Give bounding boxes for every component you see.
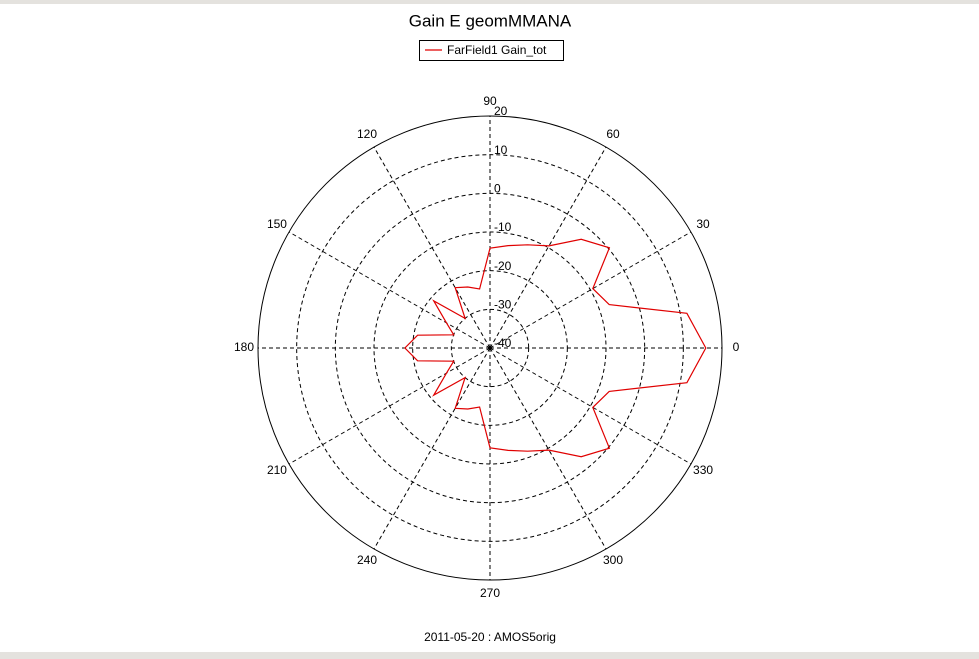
series-line [404,238,707,458]
theta-tick-label: 150 [267,217,287,231]
grid-spoke [288,231,491,349]
theta-tick-label: 90 [483,94,497,108]
grid-spoke [489,347,607,550]
theta-tick-label: 240 [357,553,377,567]
grid-spoke [489,231,692,349]
grid-spoke [288,347,491,465]
r-tick-label: 20 [494,104,508,118]
r-tick-label: -40 [494,336,512,350]
r-tick-label: 10 [494,143,508,157]
grid-spoke [489,146,607,349]
grid-spoke [489,347,692,465]
r-tick-label: -20 [494,259,512,273]
legend-label: FarField1 Gain_tot [447,43,547,57]
legend-box [419,40,564,61]
theta-tick-label: 60 [606,127,620,141]
top-border [0,0,979,4]
theta-tick-label: 270 [480,586,500,600]
theta-tick-label: 30 [696,217,710,231]
r-tick-label: -10 [494,220,512,234]
footer: 2011-05-20 : AMOS5orig [424,630,556,644]
theta-tick-label: 210 [267,463,287,477]
theta-tick-label: 0 [733,340,740,354]
theta-tick-label: 120 [357,127,377,141]
bottom-border [0,652,979,659]
theta-tick-label: 180 [234,340,254,354]
r-tick-label: 0 [494,182,501,196]
theta-tick-label: 300 [603,553,623,567]
chart-title: Gain E geomMMANA [409,11,572,30]
r-tick-label: -30 [494,298,512,312]
grid-circle [296,154,684,542]
theta-tick-label: 330 [693,463,713,477]
grid-spoke [373,146,491,349]
grid-spoke [373,347,491,550]
